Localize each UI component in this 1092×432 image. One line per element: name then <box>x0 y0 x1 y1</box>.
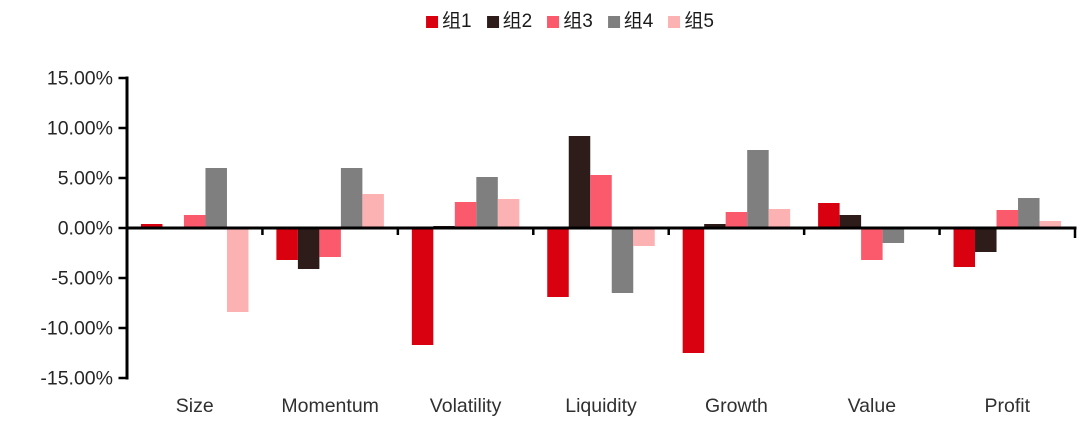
bar-组1-Liquidity <box>547 228 569 297</box>
y-tick-label: 5.00% <box>58 168 113 190</box>
bar-组3-Momentum <box>319 228 341 257</box>
bar-组5-Size <box>226 228 249 312</box>
bar-组2-Profit <box>975 228 997 252</box>
legend-label-3: 组3 <box>563 11 593 32</box>
legend-item-1: 组1 <box>426 12 472 31</box>
legend-label-1: 组1 <box>442 11 472 32</box>
legend-label-5: 组5 <box>684 11 714 32</box>
bar-组3-Value <box>861 228 883 260</box>
bar-组3-Volatility <box>454 202 477 228</box>
bar-组4-Growth <box>747 150 769 228</box>
legend-label-4: 组4 <box>623 11 654 32</box>
bar-组4-Momentum <box>340 168 363 228</box>
bar-组4-Profit <box>1018 198 1040 228</box>
category-label-Profit: Profit <box>985 395 1031 417</box>
legend-item-5: 组5 <box>668 12 714 31</box>
category-label-Value: Value <box>848 395 896 417</box>
legend-label-2: 组2 <box>502 11 533 32</box>
bar-组2-Liquidity <box>568 136 591 228</box>
bar-组2-Growth <box>704 224 726 228</box>
category-label-Volatility: Volatility <box>430 395 502 417</box>
bar-组4-Liquidity <box>611 228 634 293</box>
bar-组3-Size <box>183 215 206 228</box>
legend-item-4: 组4 <box>607 11 654 32</box>
y-tick-label: -5.00% <box>51 268 113 290</box>
bar-组5-Momentum <box>362 194 384 228</box>
legend-swatch-2 <box>486 15 499 28</box>
bar-组5-Volatility <box>497 199 520 228</box>
bar-组1-Profit <box>953 228 976 267</box>
bar-组3-Growth <box>725 212 748 228</box>
legend-swatch-1 <box>426 15 439 28</box>
legend-swatch-3 <box>547 15 560 28</box>
bar-组5-Profit <box>1039 221 1062 228</box>
y-tick-label: -15.00% <box>40 368 113 390</box>
category-label-Liquidity: Liquidity <box>565 395 637 417</box>
y-tick-label: 10.00% <box>47 118 113 140</box>
bar-组5-Growth <box>768 209 791 228</box>
bar-组1-Value <box>818 203 840 228</box>
bar-组1-Size <box>140 224 163 228</box>
bar-组5-Liquidity <box>633 228 655 246</box>
category-label-Momentum: Momentum <box>281 395 379 417</box>
category-label-Growth: Growth <box>705 395 768 417</box>
bar-组1-Volatility <box>411 228 434 345</box>
bar-组2-Value <box>839 215 862 228</box>
legend-swatch-5 <box>668 15 681 28</box>
category-label-Size: Size <box>176 395 214 417</box>
bar-组1-Growth <box>682 228 705 353</box>
legend-item-3: 组3 <box>547 12 593 31</box>
chart-legend: 组1 组2 组3 组4 组5 <box>426 12 714 31</box>
bar-组3-Liquidity <box>590 175 612 228</box>
bar-组3-Profit <box>996 210 1019 228</box>
bar-组1-Momentum <box>276 228 298 260</box>
y-tick-label: -10.00% <box>40 318 113 340</box>
bar-组2-Momentum <box>297 228 320 269</box>
legend-swatch-4 <box>607 15 620 28</box>
legend-item-2: 组2 <box>486 11 533 32</box>
y-tick-label: 15.00% <box>47 68 113 90</box>
y-tick-label: 0.00% <box>58 218 113 240</box>
bar-组4-Volatility <box>476 177 498 228</box>
bar-组4-Size <box>205 168 227 228</box>
bar-组4-Value <box>882 228 905 243</box>
